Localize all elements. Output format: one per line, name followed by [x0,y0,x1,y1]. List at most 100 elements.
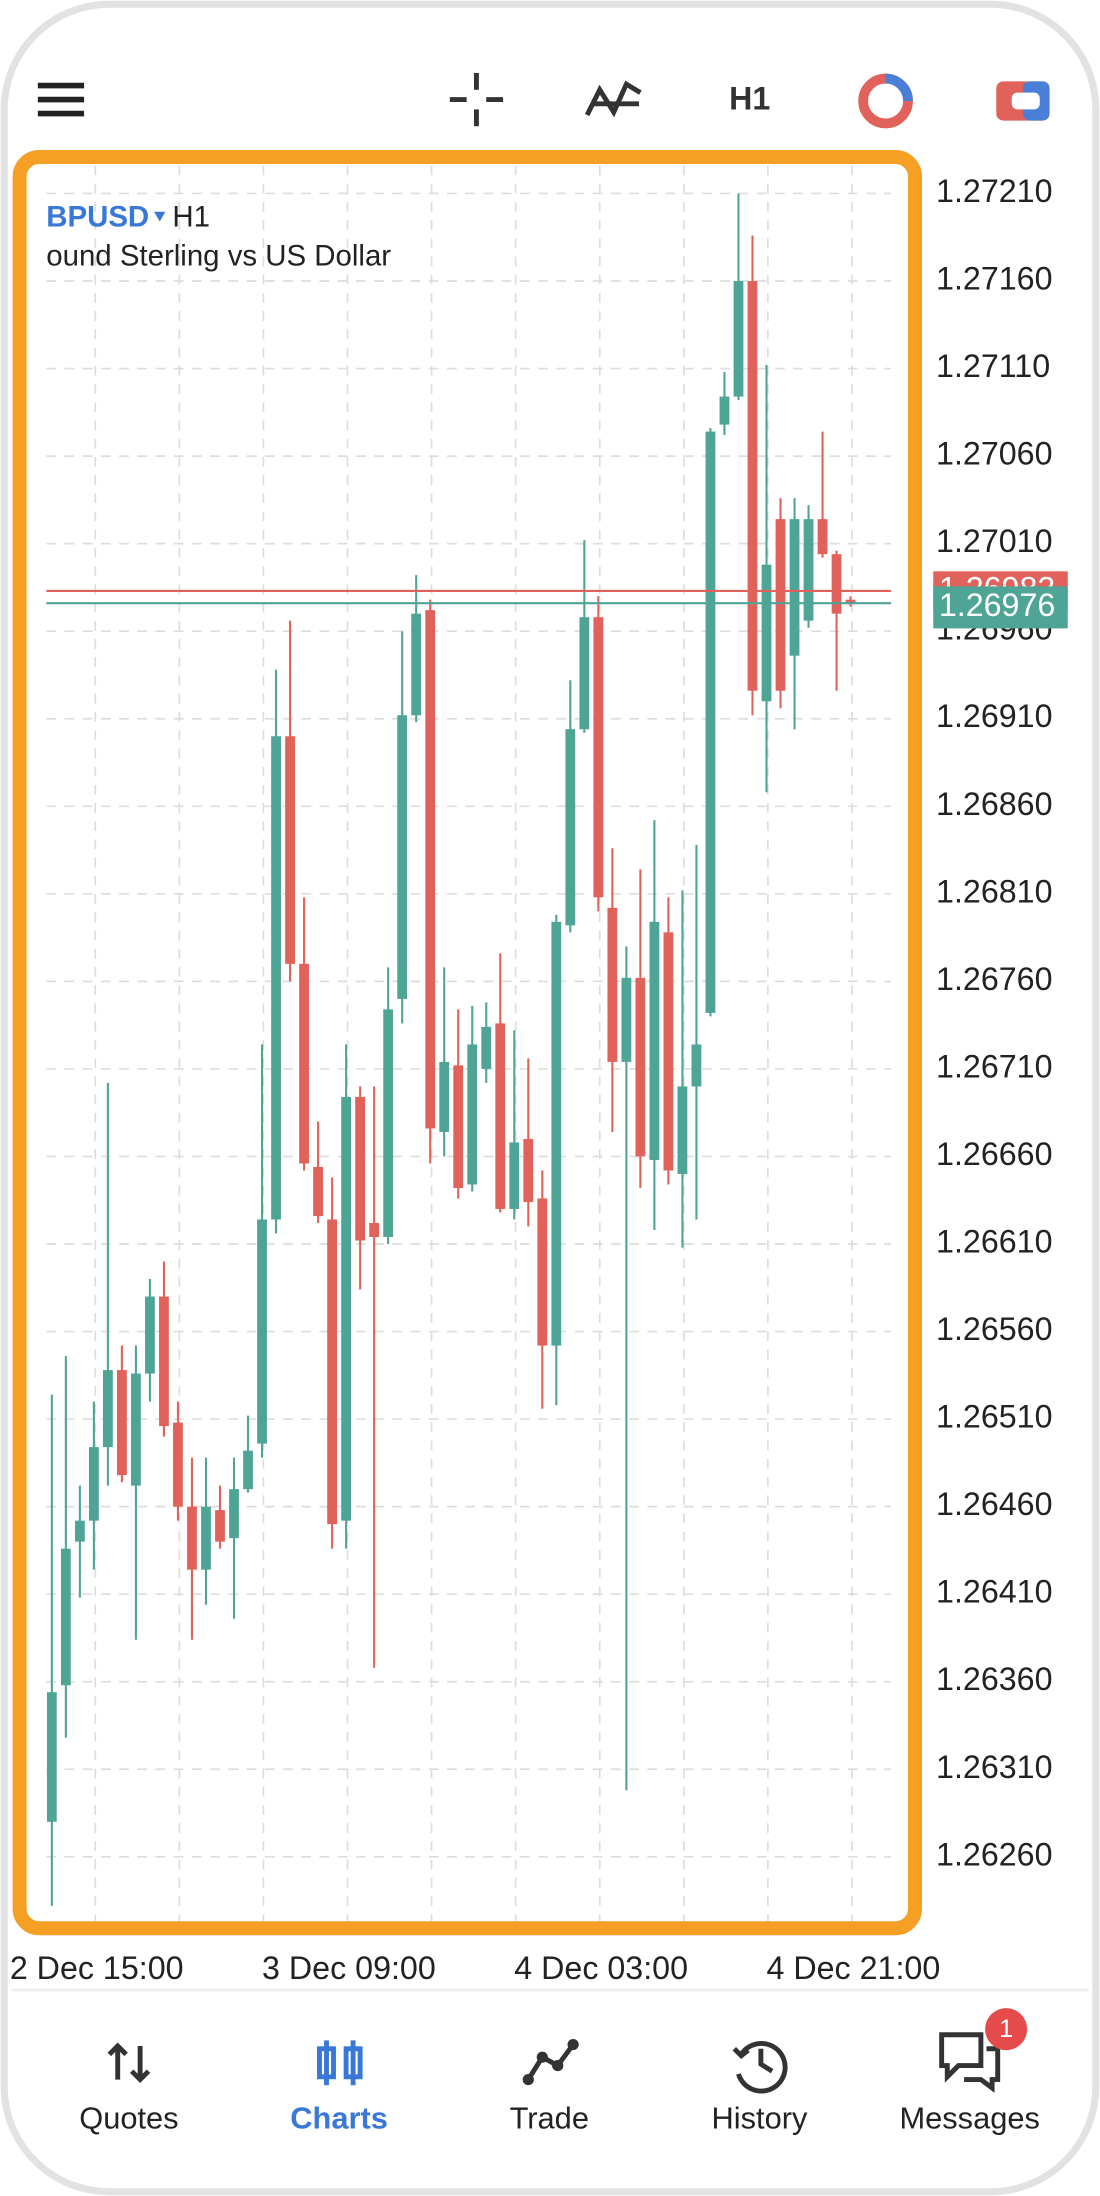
y-tick-label: 1.26510 [936,1399,1052,1435]
x-tick-label: 2 Dec 15:00 [10,1950,184,1986]
candle-body [593,617,604,898]
candle-body [467,1044,478,1185]
candle-body [159,1296,169,1427]
y-tick-label: 1.26910 [936,698,1052,734]
y-tick-label: 1.27160 [936,261,1052,297]
symbol-dropdown[interactable] [154,211,166,222]
candle-body [74,1520,85,1542]
y-tick-label: 1.26560 [936,1311,1052,1347]
y-tick-label: 1.26360 [936,1661,1052,1697]
candle-body [243,1450,253,1490]
charts-icon[interactable] [317,2040,363,2086]
indicators-button[interactable] [584,80,642,118]
timer-button[interactable] [858,73,913,129]
x-tick-label: 4 Dec 03:00 [514,1950,688,1986]
timeframe-button[interactable]: H1 [729,81,770,117]
candle-body [341,1096,352,1521]
candle-body [677,1086,688,1174]
nav-label[interactable]: Quotes [79,2100,178,2135]
nav-label[interactable]: Charts [290,2100,388,2135]
candle-body [271,736,281,1220]
nav-label[interactable]: Messages [899,2100,1039,2135]
candle-body [131,1373,141,1486]
history-icon[interactable] [732,2040,788,2094]
candle-body [117,1370,127,1476]
bid-label: 1.26976 [939,587,1055,623]
menu-button[interactable] [37,82,85,117]
symbol-description: ound Sterling vs US Dollar [46,240,391,273]
candle-body [817,519,828,555]
candle-body [719,396,730,425]
candle-body [411,613,422,716]
candle-body [607,907,618,1062]
messages-icon[interactable] [939,2032,1001,2093]
y-tick-label: 1.27210 [936,173,1052,209]
candle-body [299,963,309,1164]
plot-area [46,165,892,1934]
candle-body [453,1065,464,1188]
candle-body [397,715,408,999]
candle-body [691,1044,702,1087]
candle-body [60,1548,71,1686]
chart-timeframe: H1 [172,200,210,233]
candle-body [102,1370,113,1448]
candle-body [229,1489,239,1539]
candle-body [88,1447,99,1521]
candle-body [495,1023,506,1209]
candle-body [313,1166,323,1216]
candle-body [649,921,660,1160]
candle-body [145,1296,155,1374]
candle-body [383,1009,394,1238]
x-tick-label: 4 Dec 21:00 [767,1950,941,1986]
candle-body [635,977,646,1157]
candle-body [579,617,590,730]
y-tick-label: 1.27110 [936,348,1050,384]
candle-body [775,519,786,691]
y-tick-label: 1.26310 [936,1749,1052,1785]
candle-body [705,431,716,1013]
quotes-icon[interactable] [107,2042,151,2084]
y-tick-label: 1.26810 [936,873,1052,909]
nav-label[interactable]: History [712,2100,808,2135]
candle-body [215,1510,225,1542]
symbol: BPUSD [46,200,149,233]
candle-body [173,1422,183,1507]
candle-body [481,1026,492,1069]
trade-button[interactable] [996,81,1050,121]
candle-body [663,932,674,1171]
candle-body [551,921,562,1346]
candle-body [285,736,295,964]
crosshair-button[interactable] [449,72,504,127]
bid-label-box [933,586,1068,629]
candle-body [621,977,632,1062]
badge-count: 1 [999,2015,1013,2043]
candle-body [425,610,436,1129]
candle-body [355,1096,366,1241]
y-tick-label: 1.26660 [936,1136,1052,1172]
candle-body [187,1506,197,1570]
nav-label[interactable]: Trade [510,2100,589,2135]
badge [985,2008,1028,2051]
candle-body [369,1222,380,1238]
y-tick-label: 1.26860 [936,786,1052,822]
y-tick-label: 1.26260 [936,1836,1052,1872]
candle-body [257,1219,267,1444]
y-tick-label: 1.26460 [936,1486,1052,1522]
y-tick-label: 1.26410 [936,1574,1052,1610]
candle-body [747,281,758,691]
candle-body [803,519,814,621]
y-tick-label: 1.26760 [936,961,1052,997]
candle-body [327,1219,338,1525]
y-tick-label: 1.26610 [936,1224,1052,1260]
candle-body [565,729,576,926]
x-tick-label: 3 Dec 09:00 [262,1950,436,1986]
y-tick-label: 1.27010 [936,523,1052,559]
candle-body [537,1198,548,1346]
candle-body [46,1692,57,1822]
candle-body [201,1506,211,1570]
trade-icon[interactable] [522,2038,579,2086]
candle-body [831,554,842,614]
highlight-frame [12,150,923,1936]
